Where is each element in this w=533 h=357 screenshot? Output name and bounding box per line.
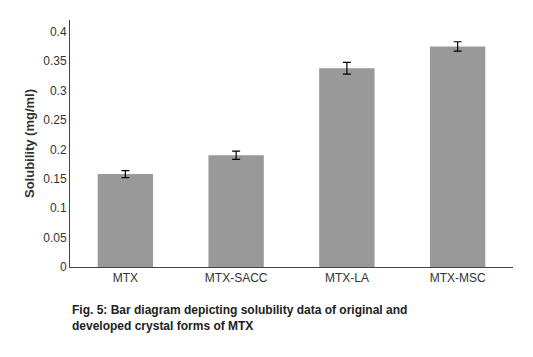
- svg-text:0.25: 0.25: [43, 113, 67, 127]
- svg-text:0.1: 0.1: [50, 201, 67, 215]
- svg-text:0.05: 0.05: [43, 231, 67, 245]
- svg-text:MTX: MTX: [113, 271, 138, 285]
- svg-text:0: 0: [60, 260, 67, 274]
- svg-text:MTX-MSC: MTX-MSC: [430, 271, 486, 285]
- svg-text:0.4: 0.4: [50, 25, 67, 39]
- svg-text:Solubility (mg/ml): Solubility (mg/ml): [22, 89, 37, 198]
- svg-text:0.3: 0.3: [50, 84, 67, 98]
- svg-text:0.2: 0.2: [50, 143, 67, 157]
- svg-text:MTX-SACC: MTX-SACC: [205, 271, 268, 285]
- svg-text:MTX-LA: MTX-LA: [325, 271, 369, 285]
- svg-text:0.35: 0.35: [43, 54, 67, 68]
- svg-text:Fig. 5: Bar diagram depicting: Fig. 5: Bar diagram depicting solubility…: [72, 303, 407, 333]
- svg-text:0.15: 0.15: [43, 172, 67, 186]
